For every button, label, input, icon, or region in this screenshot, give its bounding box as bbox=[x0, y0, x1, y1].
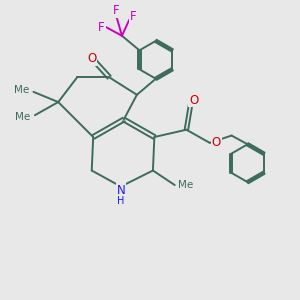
Text: F: F bbox=[130, 10, 137, 23]
Text: F: F bbox=[98, 20, 105, 34]
Text: Me: Me bbox=[15, 112, 31, 122]
Text: Me: Me bbox=[14, 85, 29, 95]
Text: O: O bbox=[87, 52, 96, 65]
Text: O: O bbox=[212, 136, 221, 149]
Text: F: F bbox=[113, 4, 119, 17]
Text: H: H bbox=[117, 196, 124, 206]
Text: Me: Me bbox=[178, 180, 194, 190]
Text: N: N bbox=[116, 184, 125, 197]
Text: O: O bbox=[189, 94, 198, 106]
